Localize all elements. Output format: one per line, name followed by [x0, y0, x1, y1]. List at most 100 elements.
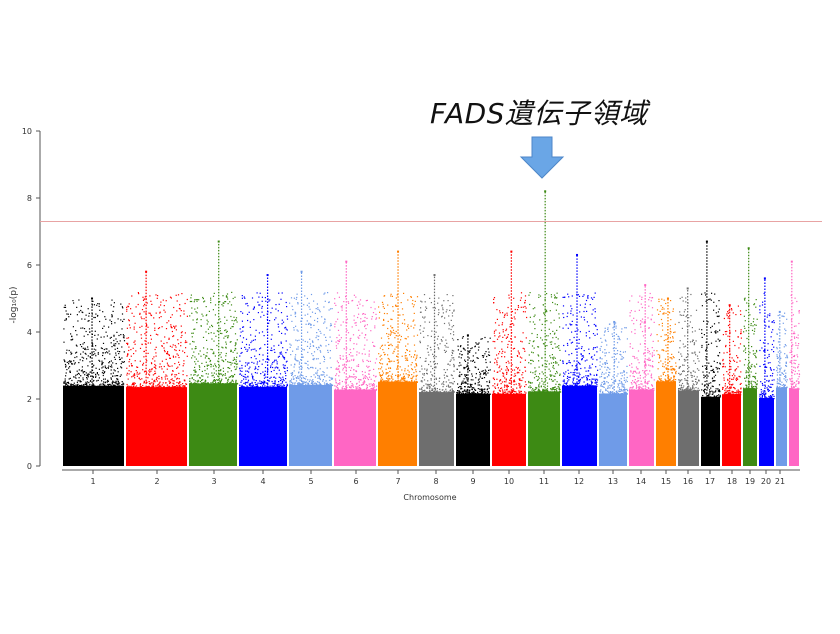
snp-point — [584, 381, 585, 382]
snp-point — [384, 296, 385, 297]
snp-point — [595, 347, 596, 348]
snp-point — [115, 370, 116, 371]
x-axis-label: Chromosome — [403, 493, 456, 502]
snp-point — [237, 353, 238, 354]
snp-point — [199, 365, 200, 366]
snp-point — [82, 377, 83, 378]
snp-point — [120, 304, 121, 305]
snp-point — [255, 368, 256, 369]
snp-point — [287, 384, 288, 385]
snp-point — [239, 361, 240, 362]
snp-point — [141, 326, 142, 327]
peak-snp-point — [434, 274, 436, 276]
snp-point — [365, 354, 366, 355]
snp-point — [204, 366, 205, 367]
snp-point — [438, 336, 439, 337]
snp-point — [371, 390, 372, 391]
snp-point — [475, 342, 476, 343]
snp-point — [570, 362, 571, 363]
snp-point — [121, 363, 122, 364]
snp-point — [331, 341, 332, 342]
snp-point — [349, 367, 350, 368]
snp-point — [383, 306, 384, 307]
snp-point — [456, 392, 457, 393]
snp-point — [439, 378, 440, 379]
snp-point — [479, 389, 480, 390]
snp-point — [301, 367, 302, 368]
snp-point — [558, 313, 559, 314]
snp-point — [391, 361, 392, 362]
snp-point — [567, 385, 568, 386]
snp-point — [400, 379, 401, 380]
snp-point — [164, 305, 165, 306]
snp-point — [658, 299, 659, 300]
snp-point — [546, 311, 547, 312]
snp-point — [464, 368, 465, 369]
snp-point — [255, 372, 256, 373]
snp-point — [485, 351, 486, 352]
snp-point — [675, 362, 676, 363]
snp-point — [90, 357, 91, 358]
snp-point — [648, 373, 649, 374]
snp-point — [63, 383, 64, 384]
snp-point — [493, 302, 494, 303]
snp-point — [352, 376, 353, 377]
snp-point — [403, 378, 404, 379]
snp-point — [631, 363, 632, 364]
snp-point — [131, 295, 132, 296]
snp-point — [499, 394, 500, 395]
snp-point — [387, 378, 388, 379]
snp-point — [461, 383, 462, 384]
snp-point — [256, 330, 257, 331]
snp-point — [137, 373, 138, 374]
snp-point — [401, 302, 402, 303]
snp-point — [394, 337, 395, 338]
snp-point — [460, 365, 461, 366]
snp-point — [411, 364, 412, 365]
snp-point — [572, 385, 573, 386]
snp-point — [402, 356, 403, 357]
snp-point — [396, 381, 397, 382]
snp-point — [83, 384, 84, 385]
snp-point — [641, 304, 642, 305]
snp-point — [237, 321, 238, 322]
snp-point — [662, 309, 663, 310]
snp-point — [546, 377, 547, 378]
snp-point — [563, 376, 564, 377]
snp-point — [78, 380, 79, 381]
snp-point — [595, 385, 596, 386]
snp-point — [331, 384, 332, 385]
snp-point — [124, 340, 125, 341]
snp-point — [483, 372, 484, 373]
snp-point — [174, 328, 175, 329]
snp-point — [248, 368, 249, 369]
snp-point — [68, 382, 69, 383]
snp-point — [424, 379, 425, 380]
snp-point — [649, 297, 650, 298]
snp-point — [423, 385, 424, 386]
snp-point — [226, 320, 227, 321]
snp-point — [297, 340, 298, 341]
snp-point — [597, 329, 598, 330]
snp-point — [197, 299, 198, 300]
snp-point — [606, 381, 607, 382]
snp-point — [104, 336, 105, 337]
snp-point — [84, 336, 85, 337]
snp-point — [344, 372, 345, 373]
snp-point — [75, 352, 76, 353]
snp-point — [586, 335, 587, 336]
snp-point — [298, 340, 299, 341]
snp-point — [553, 365, 554, 366]
snp-point — [411, 297, 412, 298]
snp-point — [526, 384, 527, 385]
snp-point — [565, 351, 566, 352]
snp-point — [591, 383, 592, 384]
snp-point — [281, 354, 282, 355]
snp-point — [364, 380, 365, 381]
point-cluster-base — [289, 385, 332, 466]
snp-point — [442, 309, 443, 310]
snp-point — [176, 329, 177, 330]
snp-point — [442, 307, 443, 308]
snp-point — [453, 350, 454, 351]
snp-point — [68, 368, 69, 369]
